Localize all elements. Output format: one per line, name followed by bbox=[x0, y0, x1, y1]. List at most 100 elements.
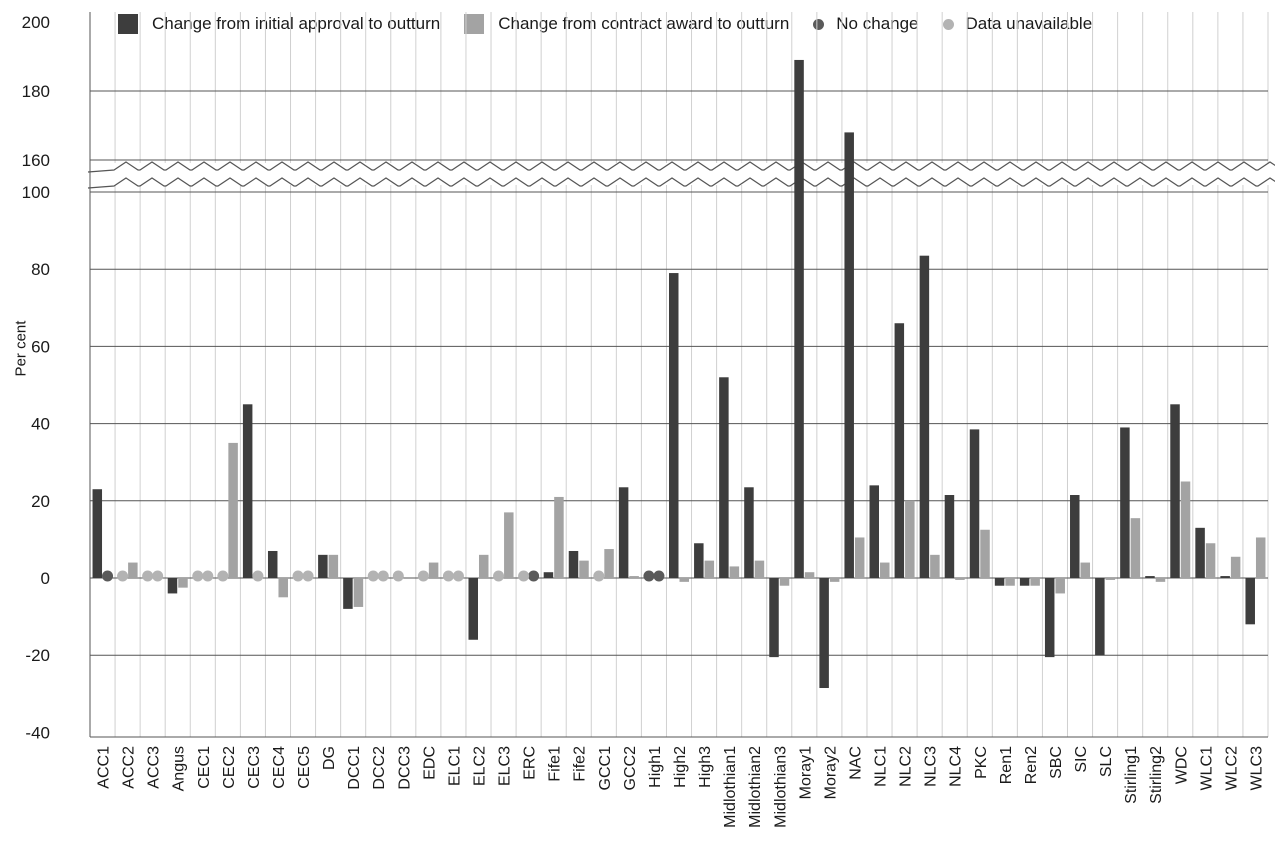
bar-initial-approval-Midlothian2 bbox=[744, 487, 754, 578]
x-tick-label-NAC: NAC bbox=[847, 746, 864, 780]
bar-initial-approval-SIC bbox=[1070, 495, 1080, 578]
x-tick-label-Midlothian3: Midlothian3 bbox=[772, 746, 789, 828]
bar-initial-approval-CEC3 bbox=[242, 404, 253, 578]
bar-contract-award-Moray1 bbox=[804, 572, 815, 578]
bar-initial-approval-NLC1 bbox=[869, 485, 880, 578]
y-tick-label: 100 bbox=[22, 183, 50, 202]
bar-initial-approval-WLC3 bbox=[1245, 578, 1255, 625]
y-tick-label: 20 bbox=[31, 492, 50, 511]
x-tick-label-GCC2: GCC2 bbox=[622, 746, 639, 791]
data-unavailable-marker-CEC3 bbox=[252, 570, 264, 582]
bar-contract-award-GCC2 bbox=[629, 576, 639, 578]
bar-contract-award-WLC1 bbox=[1205, 543, 1216, 578]
x-tick-label-Moray2: Moray2 bbox=[822, 746, 839, 799]
bar-contract-award-NLC2 bbox=[905, 500, 915, 578]
x-tick-label-PKC: PKC bbox=[973, 746, 990, 779]
bar-contract-award-Fife2 bbox=[579, 560, 589, 578]
x-tick-label-WLC3: WLC3 bbox=[1248, 746, 1265, 791]
data-unavailable-marker-ELC3 bbox=[493, 570, 505, 582]
bar-contract-award-PKC bbox=[980, 529, 990, 578]
bar-initial-approval-DCC1 bbox=[343, 578, 353, 609]
bar-initial-approval-DG bbox=[318, 554, 328, 578]
y-tick-label: -40 bbox=[25, 723, 50, 742]
data-unavailable-marker-ACC3 bbox=[152, 570, 164, 582]
axis-break-line-top bbox=[87, 161, 1275, 173]
bar-contract-award-Ren2 bbox=[1030, 578, 1040, 586]
x-tick-label-Angus: Angus bbox=[171, 746, 188, 791]
bar-initial-approval-WLC1 bbox=[1195, 527, 1205, 578]
data-unavailable-marker-EDC bbox=[417, 570, 429, 582]
data-unavailable-marker-DCC2 bbox=[367, 570, 379, 582]
data-unavailable-marker-CEC1 bbox=[202, 570, 214, 582]
x-tick-label-SLC: SLC bbox=[1098, 746, 1115, 777]
bar-contract-award-CEC4 bbox=[278, 578, 288, 598]
bar-initial-approval-WDC bbox=[1170, 404, 1180, 578]
x-tick-label-CEC1: CEC1 bbox=[196, 746, 213, 789]
bar-contract-award-DCC1 bbox=[353, 578, 364, 607]
bar-contract-award-SBC bbox=[1055, 578, 1065, 594]
data-unavailable-marker-ELC1 bbox=[442, 570, 454, 582]
bar-contract-award-High3 bbox=[704, 560, 715, 578]
bar-initial-approval-ELC2 bbox=[468, 578, 478, 640]
x-tick-label-Midlothian2: Midlothian2 bbox=[747, 746, 764, 828]
bar-contract-award-Moray2 bbox=[829, 578, 840, 582]
bar-contract-award-Midlothian3 bbox=[779, 578, 790, 586]
bar-contract-award-NAC bbox=[854, 537, 865, 578]
bar-contract-award-Stirling2 bbox=[1155, 578, 1166, 582]
bar-initial-approval-Fife2 bbox=[568, 550, 579, 578]
x-tick-label-CEC2: CEC2 bbox=[221, 746, 238, 789]
x-tick-label-High2: High2 bbox=[672, 746, 689, 788]
x-tick-label-NLC3: NLC3 bbox=[923, 746, 940, 787]
bar-initial-approval-SBC bbox=[1044, 578, 1055, 658]
x-tick-label-Stirling2: Stirling2 bbox=[1148, 746, 1165, 804]
x-tick-label-NLC2: NLC2 bbox=[898, 746, 915, 787]
x-tick-label-ACC2: ACC2 bbox=[121, 746, 138, 789]
bar-contract-award-WLC2 bbox=[1230, 556, 1241, 578]
y-tick-label: 200 bbox=[22, 13, 50, 32]
legend-label-no-change: No change bbox=[836, 14, 919, 33]
bar-initial-approval-NAC bbox=[844, 132, 854, 578]
bar-contract-award-DG bbox=[328, 554, 339, 578]
y-tick-label: 180 bbox=[22, 82, 50, 101]
no-change-marker-High1 bbox=[643, 570, 655, 582]
legend-label-data-unavailable: Data unavailable bbox=[965, 14, 1093, 33]
bar-initial-approval-PKC bbox=[969, 429, 980, 578]
x-tick-label-WDC: WDC bbox=[1173, 746, 1190, 784]
no-change-marker-High1 bbox=[653, 570, 665, 582]
x-tick-label-Stirling1: Stirling1 bbox=[1123, 746, 1140, 804]
bar-contract-award-CEC2 bbox=[228, 442, 238, 578]
legend-item-no-change: No change bbox=[813, 14, 919, 34]
bar-contract-award-WLC3 bbox=[1255, 537, 1266, 578]
bar-initial-approval-NLC3 bbox=[919, 255, 930, 578]
bar-contract-award-Ren1 bbox=[1005, 578, 1015, 586]
data-unavailable-marker-DCC3 bbox=[392, 570, 404, 582]
x-tick-label-DCC2: DCC2 bbox=[371, 746, 388, 790]
x-tick-label-WLC1: WLC1 bbox=[1198, 746, 1215, 791]
y-tick-label: 60 bbox=[31, 337, 50, 356]
x-tick-label-SBC: SBC bbox=[1048, 746, 1065, 779]
bar-initial-approval-SLC bbox=[1095, 578, 1105, 656]
bar-initial-approval-GCC2 bbox=[618, 487, 629, 578]
x-tick-label-SIC: SIC bbox=[1073, 746, 1090, 773]
x-tick-label-ACC3: ACC3 bbox=[146, 746, 163, 789]
x-tick-label-DCC1: DCC1 bbox=[346, 746, 363, 790]
x-tick-label-NLC1: NLC1 bbox=[873, 746, 890, 787]
bar-initial-approval-Midlothian1 bbox=[719, 377, 729, 578]
x-tick-label-CEC5: CEC5 bbox=[296, 746, 313, 789]
bar-contract-award-NLC3 bbox=[930, 554, 940, 578]
data-unavailable-marker-DCC2 bbox=[377, 570, 389, 582]
x-tick-label-NLC4: NLC4 bbox=[948, 746, 965, 787]
y-tick-label: 0 bbox=[41, 569, 50, 588]
axis-break-line-bottom bbox=[87, 177, 1275, 189]
bar-initial-approval-Fife1 bbox=[543, 572, 554, 578]
bar-contract-award-SLC bbox=[1105, 578, 1116, 580]
bar-contract-award-Angus bbox=[178, 578, 188, 588]
bar-initial-approval-Ren2 bbox=[1019, 578, 1030, 586]
x-tick-label-EDC: EDC bbox=[421, 746, 438, 780]
x-tick-label-ELC1: ELC1 bbox=[446, 746, 463, 786]
bar-initial-approval-ACC1 bbox=[92, 489, 103, 578]
data-unavailable-marker-CEC2 bbox=[217, 570, 229, 582]
data-unavailable-marker-ACC3 bbox=[142, 570, 154, 582]
y-tick-label: 40 bbox=[31, 415, 50, 434]
